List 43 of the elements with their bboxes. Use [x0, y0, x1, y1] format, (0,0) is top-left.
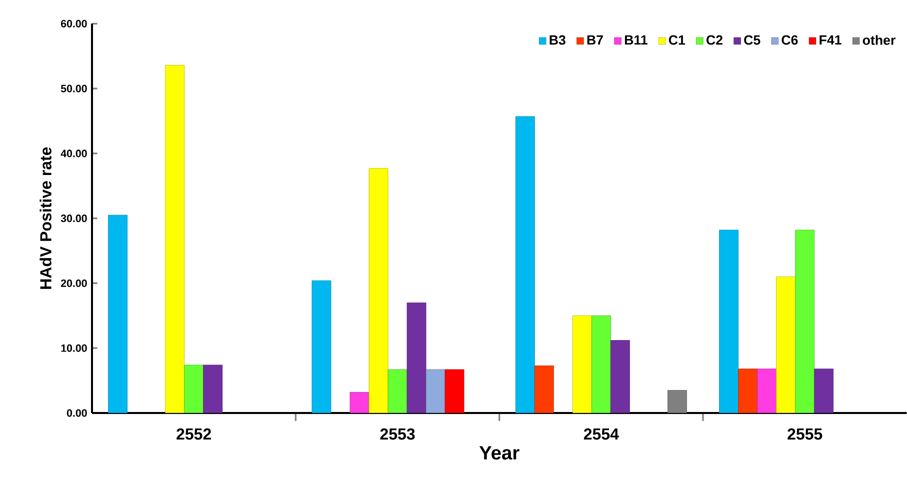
legend-label: C2	[706, 35, 722, 45]
y-tick-label: 60.00	[60, 20, 87, 28]
y-axis-title: HAdV Positive rate	[40, 147, 52, 289]
bar	[610, 340, 630, 414]
x-tick-label: 2553	[380, 428, 415, 440]
bar	[368, 168, 388, 414]
bar	[668, 390, 687, 414]
bar	[184, 364, 204, 414]
bar	[515, 116, 535, 414]
bar	[388, 369, 408, 414]
legend-label: F41	[820, 35, 842, 45]
bar	[814, 368, 834, 414]
legend-label: B3	[550, 35, 566, 45]
bar	[534, 365, 554, 414]
bar	[591, 315, 611, 414]
legend-label: C6	[782, 35, 798, 45]
bar	[776, 276, 796, 414]
x-tick-label: 2552	[176, 428, 211, 440]
y-tick-label: 20.00	[60, 279, 87, 287]
bar	[757, 368, 777, 414]
bar	[738, 368, 758, 414]
bar	[165, 64, 185, 414]
bar	[719, 230, 739, 414]
bar	[406, 302, 426, 414]
legend-label: C1	[668, 35, 686, 45]
legend-label: B7	[587, 35, 603, 45]
y-tick-label: 10.00	[61, 344, 87, 352]
bar	[108, 214, 128, 414]
bar	[312, 280, 332, 414]
bar	[572, 315, 592, 414]
y-tick-label: 50.00	[60, 84, 87, 92]
legend-label: other	[862, 35, 896, 45]
y-tick-label: 40.00	[60, 150, 87, 158]
bar	[203, 364, 223, 414]
x-tick-label: 2554	[584, 428, 619, 440]
bar	[350, 392, 370, 414]
y-tick-label: 30.00	[60, 214, 87, 222]
legend-label: B11	[624, 35, 648, 45]
x-tick-label: 2555	[788, 428, 822, 440]
bar	[795, 230, 815, 414]
legend-label: C5	[744, 35, 760, 45]
y-tick-label: 0.00	[66, 409, 87, 417]
x-axis-title: Year	[479, 446, 520, 460]
